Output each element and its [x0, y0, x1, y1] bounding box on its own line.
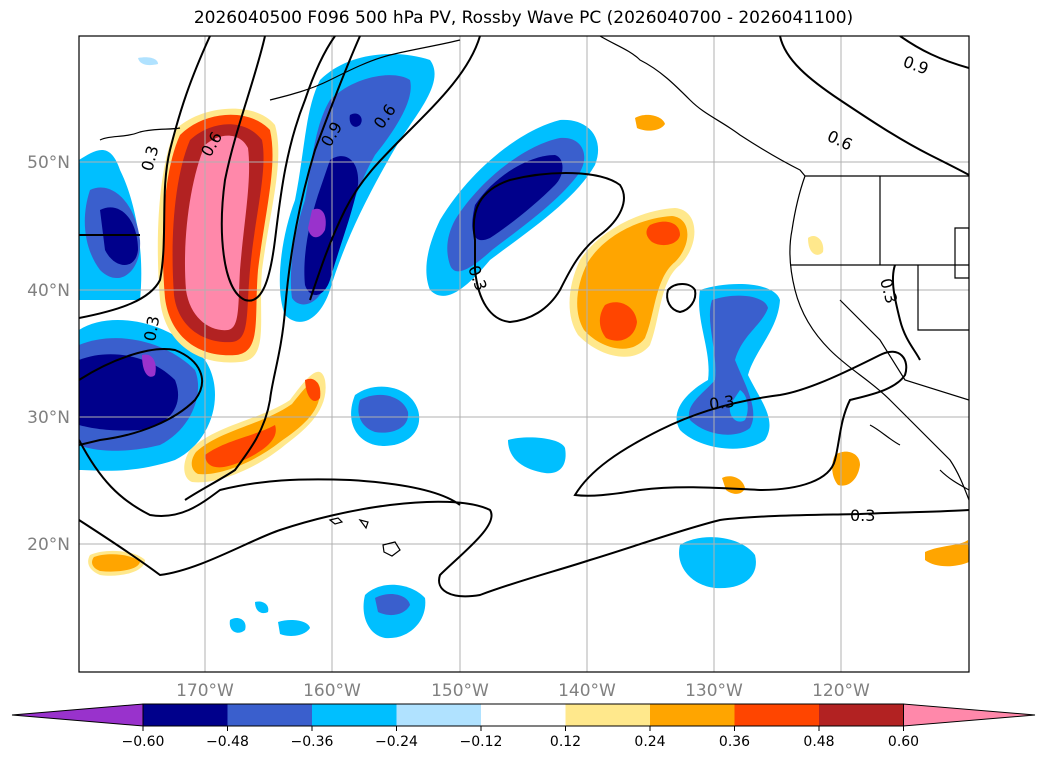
lon-label-130w: 130°W: [685, 681, 743, 701]
colorbar-tick-label: −0.60: [122, 734, 165, 750]
colorbar-tick-label: 0.48: [803, 734, 834, 750]
colorbar-segment: [734, 704, 819, 726]
colorbar-segment: [396, 704, 481, 726]
lat-label-30n: 30°N: [27, 408, 70, 428]
colorbar-segment: [312, 704, 397, 726]
colorbar-segment: [650, 704, 735, 726]
lon-label-160w: 160°W: [303, 681, 361, 701]
lon-label-150w: 150°W: [431, 681, 489, 701]
contour-label-1: 0.3: [138, 144, 163, 174]
colorbar-segment: [481, 704, 566, 726]
colorbar-outline: [142, 703, 904, 727]
pc-contours: [79, 36, 969, 598]
colorbar-tick-label: −0.36: [291, 734, 334, 750]
map-title: 2026040500 F096 500 hPa PV, Rossby Wave …: [193, 8, 854, 28]
colorbar-tick-label: 0.12: [550, 734, 581, 750]
colorbar-tick-label: −0.48: [206, 734, 249, 750]
colorbar-tick-label: 0.36: [719, 734, 750, 750]
colorbar-tick-label: 0.60: [888, 734, 919, 750]
contour-label-3: 0.3: [140, 314, 163, 342]
colorbar-segment: [143, 704, 228, 726]
latitude-labels: 50°N 40°N 30°N 20°N: [27, 153, 70, 555]
pos-anomaly-121w: [832, 451, 860, 486]
colorbar-extend-low: [11, 703, 144, 727]
map-gridlines: [79, 36, 969, 672]
contour-label-8: 0.6: [824, 126, 855, 154]
lon-label-170w: 170°W: [176, 681, 234, 701]
longitude-labels: 170°W 160°W 150°W 140°W 130°W 120°W: [176, 681, 870, 701]
colorbar-tick-label: 0.24: [634, 734, 665, 750]
contour-label-7: 0.9: [901, 52, 931, 79]
contour-label-9: 0.3: [876, 276, 901, 306]
lat-label-40n: 40°N: [27, 281, 70, 301]
coastlines: [99, 36, 969, 557]
contour-label-6: 0.3: [464, 263, 491, 293]
lon-label-120w: 120°W: [812, 681, 870, 701]
neg-anomaly-130w-south: [679, 537, 756, 589]
contour-label-11: 0.3: [850, 506, 875, 525]
lat-label-50n: 50°N: [27, 153, 70, 173]
neg-anomaly-center: [508, 437, 566, 474]
lon-label-140w: 140°W: [558, 681, 616, 701]
lat-label-20n: 20°N: [27, 535, 70, 555]
colorbar-segment: [819, 704, 904, 726]
colorbar-segment: [227, 704, 312, 726]
colorbar-extend-high: [903, 703, 1036, 727]
contour-label-10: 0.3: [708, 392, 736, 414]
colorbar: −0.60 −0.48 −0.36 −0.24 −0.12 0.12 0.24 0.36 0.4…: [11, 703, 1036, 750]
map-frame: [78, 35, 970, 673]
colorbar-segment: [565, 704, 650, 726]
colorbar-tick-label: −0.24: [375, 734, 418, 750]
colorbar-tick-label: −0.12: [460, 734, 503, 750]
